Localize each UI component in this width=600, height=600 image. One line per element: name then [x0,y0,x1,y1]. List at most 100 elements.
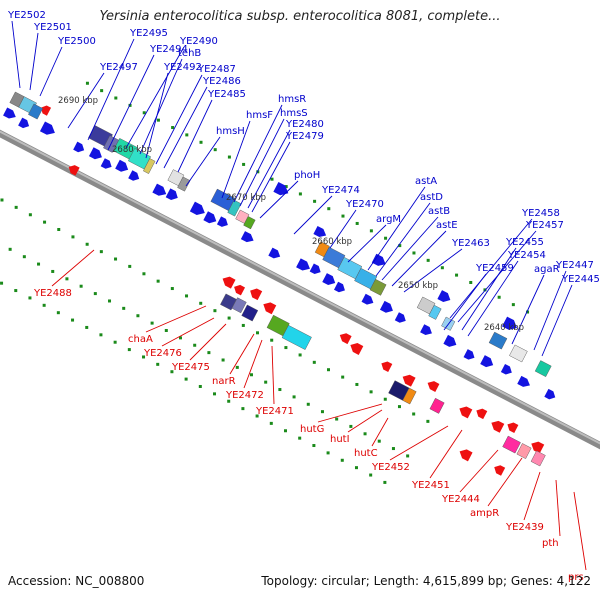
forward-gene-label: YE2497 [99,62,138,73]
forward-gene-leader-line [185,136,221,187]
forward-gene-arrow [480,355,494,368]
track-dot [8,247,12,251]
track-dot [71,235,75,239]
forward-gene-label: YE2500 [57,36,96,47]
track-dot [0,198,4,202]
forward-gene-leader-line [177,99,213,173]
gene-block [534,360,552,377]
forward-gene-label: YE2479 [285,131,324,142]
reverse-gene-label: YE2472 [225,390,264,401]
forward-gene-arrow [240,231,254,243]
forward-gene-leader-line [107,54,155,151]
forward-gene-label: YE2454 [507,250,546,261]
reverse-gene-arrow [263,302,277,315]
reverse-gene-leader-line [229,333,255,375]
track-dot [199,301,203,305]
track-dot [128,264,132,268]
track-dot [526,310,530,314]
track-dot [349,424,353,428]
forward-gene-leader-line [11,20,21,89]
track-dot [256,170,260,174]
forward-gene-arrow [165,188,178,200]
track-dot [320,410,324,414]
scale-tick-label: 2670 kbp [226,193,266,203]
reverse-gene-leader-line [487,457,523,507]
track-dot [114,96,118,100]
forward-gene-leader-line [381,216,439,281]
forward-gene-leader-line [541,284,573,357]
forward-gene-arrow [115,159,129,172]
reverse-gene-label: chaA [128,334,153,345]
forward-gene-label: agaR [534,264,560,275]
track-dot [497,295,501,299]
track-dot [185,294,189,298]
track-dot [398,244,402,248]
forward-gene-arrow [502,316,518,330]
track-dot [369,229,373,233]
forward-gene-label: YE2485 [207,89,246,100]
forward-gene-label: tehB [178,48,201,59]
track-dot [270,338,274,342]
forward-gene-arrow [394,312,406,323]
reverse-gene-arrow [507,422,519,434]
forward-gene-label: hmsS [280,108,308,119]
forward-gene-label: YE2455 [505,237,544,248]
track-dot [298,192,302,196]
reverse-gene-leader-line [145,305,207,333]
forward-gene-label: hmsH [216,126,245,137]
forward-gene-label: YE2490 [179,36,218,47]
track-dot [57,228,61,232]
gene-block [429,397,445,414]
forward-gene-label: YE2480 [285,119,324,130]
track-dot [355,382,359,386]
reverse-gene-label: YE2444 [441,494,480,505]
forward-gene-label: hmsR [278,94,306,105]
forward-gene-label: YE2501 [33,22,72,33]
track-dot [28,296,32,300]
forward-gene-label: YE2470 [345,199,384,210]
reverse-gene-leader-line [459,449,499,493]
forward-gene-arrow [273,181,289,196]
forward-gene-arrow [500,363,512,375]
reverse-gene-leader-line [573,491,587,571]
reverse-gene-leader-line [523,471,541,521]
scale-tick-label: 2640 kbp [484,323,524,333]
track-dot [384,236,388,240]
forward-gene-leader-line [391,230,447,287]
forward-gene-arrow [268,247,281,259]
track-dot [426,419,430,423]
forward-gene-arrow [420,324,432,336]
forward-gene-leader-line [375,202,431,277]
forward-gene-label: hmsF [246,110,273,121]
forward-gene-leader-line [367,186,426,271]
track-dot [156,362,160,366]
track-dot [284,346,288,350]
forward-gene-arrow [371,253,386,266]
reverse-gene-leader-line [555,479,561,537]
track-dot [164,328,168,332]
track-dot [42,303,46,307]
forward-gene-leader-line [251,141,291,213]
forward-gene-leader-line [293,195,333,235]
forward-gene-arrow [189,201,205,215]
forward-gene-label: YE2457 [525,220,564,231]
track-dot [369,390,373,394]
track-dot [136,314,140,318]
track-dot [99,333,103,337]
forward-gene-leader-line [87,38,135,141]
forward-gene-arrow [216,216,228,227]
forward-gene-arrow [152,183,167,196]
forward-gene-arrow [100,158,112,169]
track-dot [85,81,89,85]
track-dot [255,414,259,418]
track-dot [127,348,131,352]
track-dot [0,281,4,285]
track-dot [340,458,344,462]
gene-block [488,331,508,350]
track-dot [269,421,273,425]
forward-gene-leader-line [449,218,533,319]
track-dot [292,395,296,399]
reverse-gene-leader-line [161,317,215,347]
reverse-gene-arrow [381,361,393,372]
track-dot [113,340,117,344]
